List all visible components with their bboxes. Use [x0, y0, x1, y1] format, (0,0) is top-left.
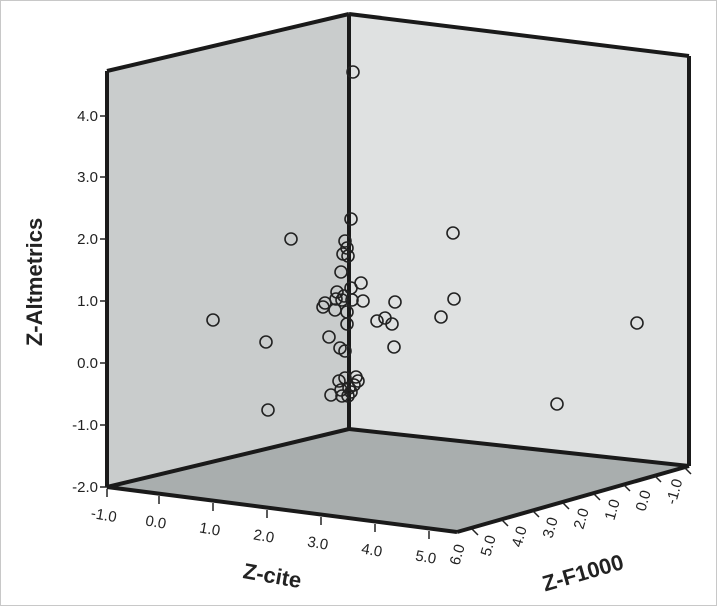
data-point [550, 397, 564, 411]
z-axis-title: Z-F1000 [540, 549, 627, 596]
data-point [344, 385, 358, 399]
data-point [356, 294, 370, 308]
z-tick-label: 6.0 [447, 542, 469, 567]
data-point [385, 317, 399, 331]
data-point [387, 340, 401, 354]
z-tick-label: 3.0 [540, 515, 562, 540]
data-point [630, 316, 644, 330]
data-point [284, 232, 298, 246]
data-point [345, 293, 359, 307]
data-points [206, 65, 644, 417]
x-tick-label: 4.0 [360, 540, 383, 560]
data-point [338, 234, 352, 248]
z-tick-label: 2.0 [571, 506, 593, 531]
data-point [388, 295, 402, 309]
x-axis-title: Z-cite [241, 558, 303, 593]
z-axis: 6.0 5.0 4.0 3.0 2.0 1.0 0.0 -1.0 [447, 467, 692, 567]
y-tick-label: 4.0 [77, 108, 98, 125]
z-tick-label: -1.0 [663, 477, 686, 507]
x-tick-label: 0.0 [144, 512, 167, 532]
data-point [334, 265, 348, 279]
data-point [344, 212, 358, 226]
data-point [259, 335, 273, 349]
left-wall [107, 14, 349, 487]
x-tick-label: 2.0 [252, 526, 275, 546]
y-tick-label: 3.0 [77, 169, 98, 186]
y-tick-label: 0.0 [77, 355, 98, 372]
z-tick-label: 1.0 [602, 497, 624, 522]
data-point [335, 389, 349, 403]
y-tick-label: 2.0 [77, 231, 98, 248]
y-tick-label: -1.0 [72, 417, 98, 434]
data-point [340, 317, 354, 331]
box-edges [105, 12, 691, 534]
y-axis-title: Z-Altmetrics [22, 218, 47, 346]
data-point [447, 292, 461, 306]
z-tick-label: 5.0 [478, 533, 500, 558]
data-point [332, 374, 346, 388]
x-tick-label: 5.0 [414, 547, 437, 567]
data-point [335, 293, 349, 307]
data-point [338, 344, 352, 358]
data-point [324, 388, 338, 402]
y-axis: -2.0 -1.0 0.0 1.0 2.0 3.0 4.0 [72, 108, 107, 496]
x-tick-label: 1.0 [198, 519, 221, 539]
x-axis: -1.0 0.0 1.0 2.0 3.0 4.0 5.0 [90, 489, 438, 568]
x-tick-label: -1.0 [90, 505, 118, 526]
data-point [370, 314, 384, 328]
data-point [261, 403, 275, 417]
y-tick-label: -2.0 [72, 479, 98, 496]
data-point [322, 330, 336, 344]
x-tick-label: 3.0 [306, 533, 329, 553]
data-point [341, 389, 355, 403]
z-tick-label: 4.0 [509, 524, 531, 549]
data-point [346, 65, 360, 79]
data-point [434, 310, 448, 324]
data-point [446, 226, 460, 240]
data-point [341, 249, 355, 263]
data-point [206, 313, 220, 327]
z-tick-label: 0.0 [633, 488, 655, 513]
data-point [351, 374, 365, 388]
y-tick-label: 1.0 [77, 293, 98, 310]
right-wall [349, 14, 689, 466]
